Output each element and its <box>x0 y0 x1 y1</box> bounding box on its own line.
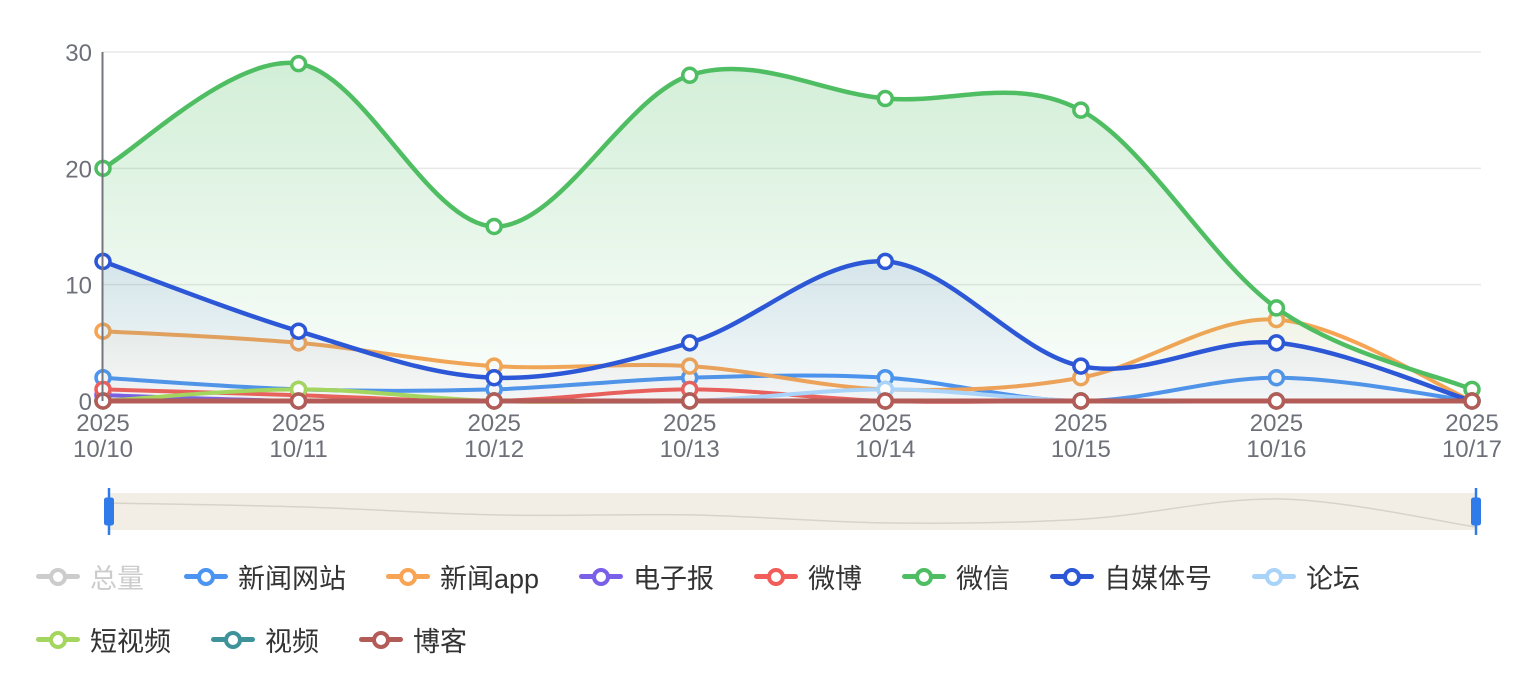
legend-label: 微信 <box>956 564 1011 594</box>
legend-line-marker-icon <box>1252 567 1297 587</box>
series-blog-point-3 <box>680 392 699 410</box>
chart-canvas: 0 10 20 30 2025 10/10 2025 10/11 2025 10/12 2025 10… <box>65 40 1502 535</box>
x-axis-label-6: 2025 10/16 <box>1246 410 1306 463</box>
series-wechat-point-4 <box>876 89 895 108</box>
slider-handle-left[interactable] <box>104 488 114 535</box>
legend-item-e-paper[interactable]: 电子报 <box>579 557 714 596</box>
legend-item-total[interactable]: 总量 <box>36 557 144 596</box>
legend-label: 电子报 <box>633 564 715 594</box>
y-axis-label-10: 10 <box>65 273 92 300</box>
legend-line-marker-icon <box>36 567 80 587</box>
legend-line-marker-icon <box>386 567 430 587</box>
series-we-media <box>94 252 1481 410</box>
y-axis-label-0: 0 <box>79 389 92 416</box>
slider-handle-right[interactable] <box>1471 488 1481 535</box>
legend-line-marker-icon <box>902 567 947 587</box>
series-blog-point-7 <box>1463 392 1481 410</box>
x-axis-label-2: 2025 10/12 <box>464 410 524 463</box>
series-we-media-line <box>100 259 1475 404</box>
legend-item-wechat[interactable]: 微信 <box>902 557 1010 596</box>
legend-item-forum[interactable]: 论坛 <box>1252 557 1360 596</box>
legend-label: 新闻app <box>440 564 540 594</box>
series-wechat-point-2 <box>485 217 503 236</box>
series-blog <box>94 392 1481 410</box>
legend-line-marker-icon <box>754 567 799 587</box>
y-axis-label-20: 20 <box>65 156 92 183</box>
chart-legend: 总量 新闻网站 新闻app 电子报 微博 微信 自媒体号 论坛短视频 视频 博客 <box>36 557 1528 659</box>
series-areas <box>94 54 1481 410</box>
legend-item-news-app[interactable]: 新闻app <box>386 557 539 596</box>
series-we-media-point-6 <box>1267 334 1286 352</box>
series-blog-point-5 <box>1072 392 1090 410</box>
y-axis-label-30: 30 <box>65 40 92 67</box>
slider-handle-right-grip[interactable] <box>1471 497 1481 526</box>
legend-label: 微博 <box>808 564 863 594</box>
legend-line-marker-icon <box>211 630 255 650</box>
legend-item-blog[interactable]: 博客 <box>359 620 467 659</box>
legend-item-video[interactable]: 视频 <box>211 620 319 659</box>
legend-item-weibo[interactable]: 微博 <box>754 557 862 596</box>
legend-line-marker-icon <box>359 630 403 650</box>
legend-item-we-media[interactable]: 自媒体号 <box>1050 557 1212 596</box>
series-wechat <box>94 54 1481 402</box>
axes: 0 10 20 30 2025 10/10 2025 10/11 2025 10/12 2025 10… <box>65 40 1502 463</box>
series-we-media-point-2 <box>485 368 503 387</box>
series-blog-point-2 <box>485 392 503 410</box>
legend-label: 博客 <box>413 627 467 657</box>
legend-line-marker-icon <box>1050 567 1095 587</box>
x-axis-label-0: 2025 10/10 <box>73 410 133 463</box>
legend-label: 短视频 <box>90 627 171 657</box>
series-we-media-point-1 <box>289 322 308 340</box>
series-wechat-area <box>103 62 1472 402</box>
line-chart: 0 10 20 30 2025 10/10 2025 10/11 2025 10/12 2025 10… <box>65 40 1502 535</box>
x-axis-label-3: 2025 10/13 <box>660 410 720 463</box>
series-wechat-point-1 <box>289 54 308 73</box>
series-we-media-point-5 <box>1072 357 1090 375</box>
series-wechat-point-5 <box>1072 101 1090 119</box>
slider-handle-left-grip[interactable] <box>104 497 114 526</box>
series-we-media-point-3 <box>680 334 699 352</box>
series-blog-point-6 <box>1267 392 1286 410</box>
legend-line-marker-icon <box>36 630 80 650</box>
series-wechat-line <box>100 60 1475 392</box>
series-we-media-area <box>103 261 1472 401</box>
legend-label: 自媒体号 <box>1104 564 1213 594</box>
series-blog-point-1 <box>289 392 308 410</box>
x-axis-label-1: 2025 10/11 <box>269 410 327 463</box>
series-we-media-point-4 <box>876 252 895 271</box>
series-blog-point-4 <box>876 392 895 410</box>
legend-item-short-video[interactable]: 短视频 <box>36 620 171 659</box>
legend-line-marker-icon <box>184 567 228 587</box>
x-axis-label-4: 2025 10/14 <box>855 410 915 463</box>
legend-line-marker-icon <box>579 567 624 587</box>
legend-item-news-site[interactable]: 新闻网站 <box>184 557 346 596</box>
series-wechat-point-3 <box>680 66 699 85</box>
slider-data-shadow <box>108 498 1477 528</box>
legend-label: 新闻网站 <box>238 564 346 594</box>
legend-label: 视频 <box>265 627 319 657</box>
datazoom-slider[interactable] <box>104 488 1481 535</box>
x-axis-label-7: 2025 10/17 <box>1442 410 1502 463</box>
legend-label: 论坛 <box>1306 564 1361 594</box>
legend-label: 总量 <box>90 564 144 594</box>
x-axis-label-5: 2025 10/15 <box>1051 410 1111 463</box>
series-wechat-point-6 <box>1267 299 1286 317</box>
